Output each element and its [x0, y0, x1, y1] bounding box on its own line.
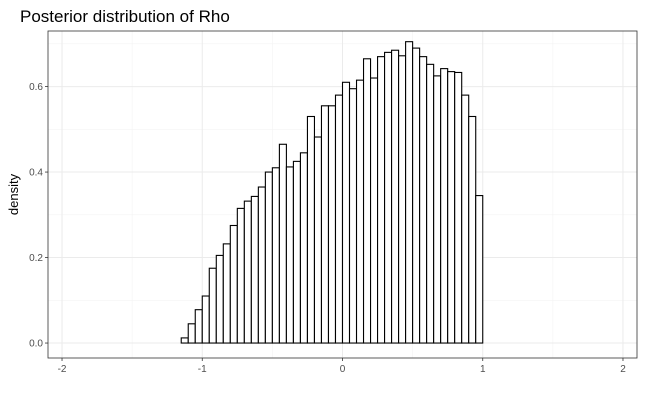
histogram-bar — [278, 143, 287, 344]
histogram-bar — [306, 115, 316, 344]
histogram-bar — [299, 152, 308, 344]
histogram-bar — [475, 195, 484, 344]
histogram-bar — [384, 51, 393, 344]
histogram-bar — [348, 88, 358, 344]
histogram-bar — [461, 94, 470, 344]
histogram-bar — [187, 323, 196, 344]
histogram-bar — [320, 105, 330, 344]
y-tick-label: 0.0 — [29, 339, 43, 350]
histogram-bar — [341, 81, 351, 344]
histogram-bar — [208, 267, 217, 344]
histogram-bar — [440, 68, 449, 344]
histogram-bar — [398, 55, 407, 344]
x-tick-label: 2 — [620, 364, 626, 375]
x-tick-label: 0 — [340, 364, 346, 375]
histogram-bar — [391, 49, 400, 344]
y-tick-label: 0.4 — [29, 168, 43, 179]
histogram-bar — [236, 207, 245, 344]
histogram-bar — [222, 243, 231, 344]
x-axis: -2 -1 0 1 2 — [58, 358, 626, 375]
histogram-bar — [334, 94, 344, 344]
histogram-bar — [264, 171, 273, 344]
histogram-bar — [405, 41, 414, 344]
histogram-bar — [292, 160, 301, 344]
histogram-bar — [285, 166, 294, 344]
x-tick-label: 1 — [480, 364, 486, 375]
histogram-bar — [419, 56, 428, 344]
histogram-bar — [313, 136, 323, 344]
histogram-bar — [215, 254, 224, 344]
histogram-bar — [355, 79, 365, 344]
histogram-bar — [327, 105, 337, 344]
histogram-bar — [194, 309, 203, 344]
histogram-bar — [201, 295, 210, 344]
histogram-bar — [229, 224, 238, 344]
x-tick-label: -2 — [58, 364, 67, 375]
histogram-bar — [447, 71, 456, 344]
histogram-bar — [362, 58, 372, 344]
histogram-bar — [257, 186, 266, 344]
y-axis-label: density — [6, 173, 21, 215]
y-axis: 0.0 0.2 0.4 0.6 — [29, 82, 48, 350]
histogram-bar — [377, 56, 386, 344]
histogram-bar — [271, 167, 280, 344]
y-tick-label: 0.2 — [29, 253, 43, 264]
histogram-bar — [180, 337, 189, 344]
histogram-bar — [454, 71, 463, 344]
histogram-bars — [180, 41, 484, 344]
y-tick-label: 0.6 — [29, 82, 43, 93]
histogram-bar — [250, 195, 259, 344]
chart-title: Posterior distribution of Rho — [20, 7, 230, 26]
histogram-bar — [369, 77, 379, 344]
histogram-bar — [426, 63, 435, 344]
histogram-bar — [243, 200, 252, 344]
histogram-bar — [468, 115, 477, 344]
histogram-bar — [412, 47, 421, 344]
histogram-bar — [433, 75, 442, 344]
x-tick-label: -1 — [198, 364, 207, 375]
